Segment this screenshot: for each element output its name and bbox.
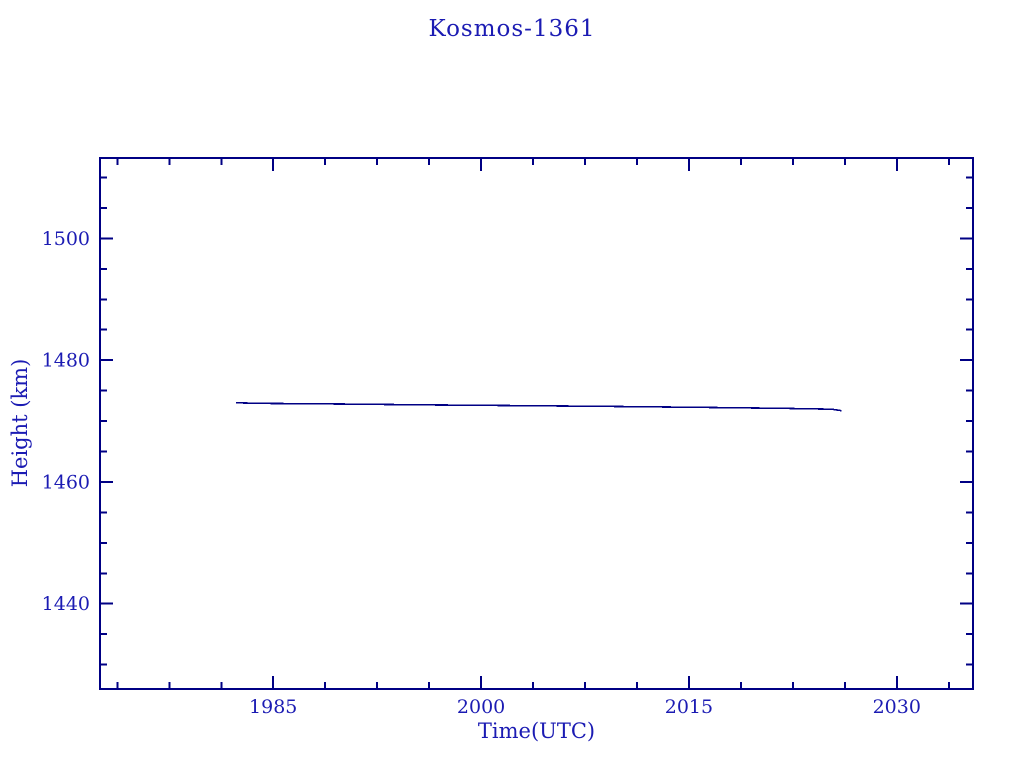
- x-tick-label: 1985: [249, 696, 297, 718]
- x-axis-label: Time(UTC): [477, 719, 596, 743]
- plot-frame: [99, 157, 974, 690]
- x-tick-label: 2030: [873, 696, 921, 718]
- y-tick-label: 1500: [42, 228, 90, 250]
- y-tick-label: 1460: [42, 471, 90, 493]
- y-tick-label: 1480: [42, 350, 90, 372]
- y-tick-label: 1440: [42, 593, 90, 615]
- data-line: [235, 402, 842, 412]
- chart-title: Kosmos-1361: [428, 16, 596, 42]
- x-tick-label: 2015: [665, 696, 713, 718]
- x-tick-label: 2000: [457, 696, 505, 718]
